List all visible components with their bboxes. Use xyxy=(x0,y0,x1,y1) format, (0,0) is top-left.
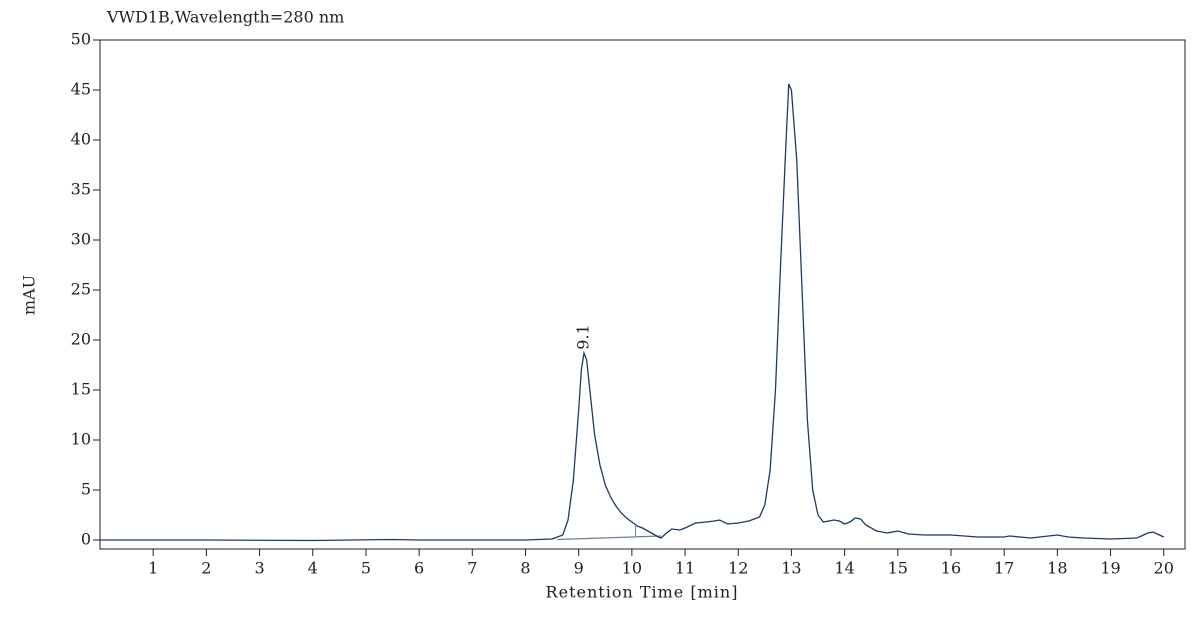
x-tick-label: 3 xyxy=(254,559,264,578)
x-tick-label: 11 xyxy=(675,559,695,578)
signal-line xyxy=(100,83,1165,542)
y-tick-label: 30 xyxy=(71,230,91,249)
x-tick-label: 1 xyxy=(148,559,158,578)
x-tick-label: 5 xyxy=(361,559,371,578)
y-tick-label: 35 xyxy=(71,180,91,199)
x-tick-label: 16 xyxy=(941,559,961,578)
integration-baseline xyxy=(557,535,662,541)
y-tick-label: 0 xyxy=(81,530,91,549)
plot-frame xyxy=(99,39,1186,550)
peak-label: 9.1 xyxy=(573,324,592,349)
y-tick-label: 45 xyxy=(71,80,91,99)
x-tick-label: 2 xyxy=(201,559,211,578)
x-tick-label: 6 xyxy=(414,559,424,578)
x-tick-label: 20 xyxy=(1154,559,1174,578)
x-tick-label: 15 xyxy=(888,559,908,578)
x-tick-label: 17 xyxy=(994,559,1014,578)
x-tick-label: 9 xyxy=(574,559,584,578)
y-tick-label: 10 xyxy=(71,430,91,449)
y-axis-label: mAU xyxy=(20,275,39,315)
y-tick-label: 40 xyxy=(71,130,91,149)
x-tick-label: 10 xyxy=(622,559,642,578)
y-tick-label: 20 xyxy=(71,330,91,349)
y-tick-label: 50 xyxy=(71,30,91,49)
x-tick-label: 7 xyxy=(467,559,477,578)
y-tick-label: 25 xyxy=(71,280,91,299)
x-axis-label: Retention Time [min] xyxy=(546,583,739,602)
x-tick-label: 4 xyxy=(308,559,318,578)
x-tick-label: 18 xyxy=(1047,559,1067,578)
x-tick-label: 8 xyxy=(520,559,530,578)
x-tick-label: 12 xyxy=(728,559,748,578)
chart-title: VWD1B,Wavelength=280 nm xyxy=(106,8,344,27)
x-tick-label: 19 xyxy=(1100,559,1120,578)
x-tick-label: 13 xyxy=(781,559,801,578)
y-tick-label: 5 xyxy=(81,480,91,499)
x-tick-label: 14 xyxy=(834,559,854,578)
y-tick-label: 15 xyxy=(71,380,91,399)
